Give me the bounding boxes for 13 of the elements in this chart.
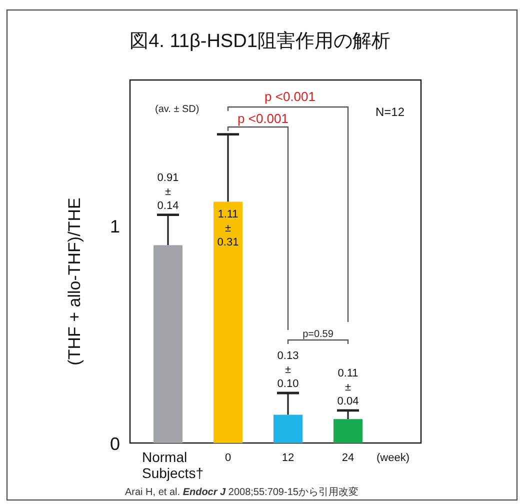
chart-title: 図4. 11β-HSD1阻害作用の解析 <box>130 30 390 52</box>
x-tick-label: Normal Subjects† <box>142 449 204 481</box>
text: Arai H, et al. Endocr J 2008;55:709-15から引用改変 <box>125 486 358 498</box>
x-tick-label: 12 <box>282 452 294 464</box>
x-tick-label: 24 <box>342 452 354 464</box>
y-axis-title: (THF + allo-THF)/THE <box>65 198 84 366</box>
annotation: N=12 <box>375 105 405 119</box>
x-axis-title: (week) <box>376 452 410 464</box>
annotation: (av. ± SD) <box>155 104 200 115</box>
x-tick-label: 0 <box>224 452 232 464</box>
annotation: p <0.001 <box>264 89 316 104</box>
annotation: p <0.001 <box>238 111 288 126</box>
annotation: p=0.59 <box>302 329 334 340</box>
